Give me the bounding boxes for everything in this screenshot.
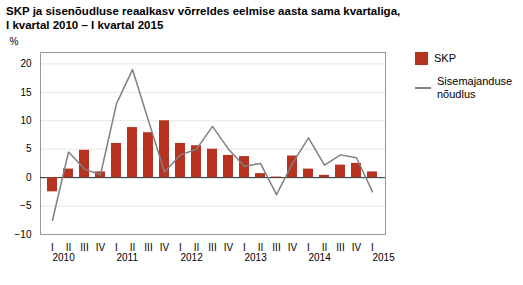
svg-text:%: %	[10, 36, 19, 47]
svg-text:II: II	[65, 241, 72, 253]
svg-text:I: I	[51, 241, 54, 253]
svg-text:10: 10	[20, 115, 32, 126]
svg-text:−10: −10	[15, 229, 32, 240]
svg-text:III: III	[208, 242, 216, 253]
svg-text:−5: −5	[20, 200, 32, 211]
svg-text:III: III	[336, 242, 344, 253]
svg-text:II: II	[257, 241, 264, 253]
svg-text:2011: 2011	[117, 252, 139, 263]
html-text:SKP: SKP	[434, 52, 456, 64]
svg-text:II: II	[129, 241, 136, 253]
svg-text:IV: IV	[352, 242, 362, 253]
svg-text:I: I	[115, 241, 118, 253]
html-text:SKP ja sisenõudluse reaalkasv: SKP ja sisenõudluse reaalkasv võrreldes …	[6, 5, 401, 17]
svg-text:0: 0	[26, 172, 32, 183]
svg-text:2012: 2012	[181, 252, 204, 263]
svg-text:5: 5	[26, 143, 32, 154]
html-text:Sisemajanduse nõudlus: Sisemajanduse nõudlus	[437, 75, 513, 100]
svg-text:20: 20	[20, 58, 32, 69]
svg-text:IV: IV	[224, 242, 234, 253]
svg-text:IV: IV	[160, 242, 170, 253]
svg-text:III: III	[80, 242, 88, 253]
svg-text:IV: IV	[96, 242, 106, 253]
svg-text:2010: 2010	[53, 252, 76, 263]
svg-text:2015: 2015	[373, 252, 396, 263]
svg-text:I: I	[243, 241, 246, 253]
html-text:I kvartal 2010 – I kvartal 201: I kvartal 2010 – I kvartal 2015	[6, 19, 164, 31]
svg-text:II: II	[193, 241, 200, 253]
svg-text:15: 15	[20, 87, 32, 98]
svg-text:IV: IV	[288, 242, 298, 253]
svg-text:I: I	[307, 241, 310, 253]
svg-text:II: II	[321, 241, 328, 253]
svg-text:III: III	[144, 242, 152, 253]
svg-text:2013: 2013	[245, 252, 268, 263]
svg-text:III: III	[272, 242, 280, 253]
svg-text:2014: 2014	[309, 252, 332, 263]
svg-text:I: I	[179, 241, 182, 253]
svg-text:I: I	[371, 241, 374, 253]
